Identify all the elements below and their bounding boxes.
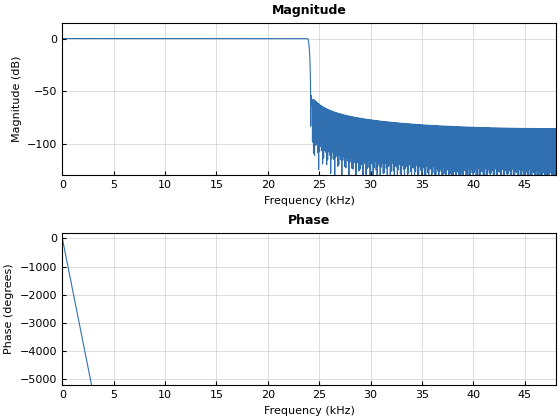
X-axis label: Frequency (kHz): Frequency (kHz) xyxy=(264,196,354,205)
X-axis label: Frequency (kHz): Frequency (kHz) xyxy=(264,406,354,415)
Y-axis label: Phase (degrees): Phase (degrees) xyxy=(4,264,15,354)
Title: Magnitude: Magnitude xyxy=(272,5,347,18)
Y-axis label: Magnitude (dB): Magnitude (dB) xyxy=(12,56,22,142)
Title: Phase: Phase xyxy=(288,215,330,228)
